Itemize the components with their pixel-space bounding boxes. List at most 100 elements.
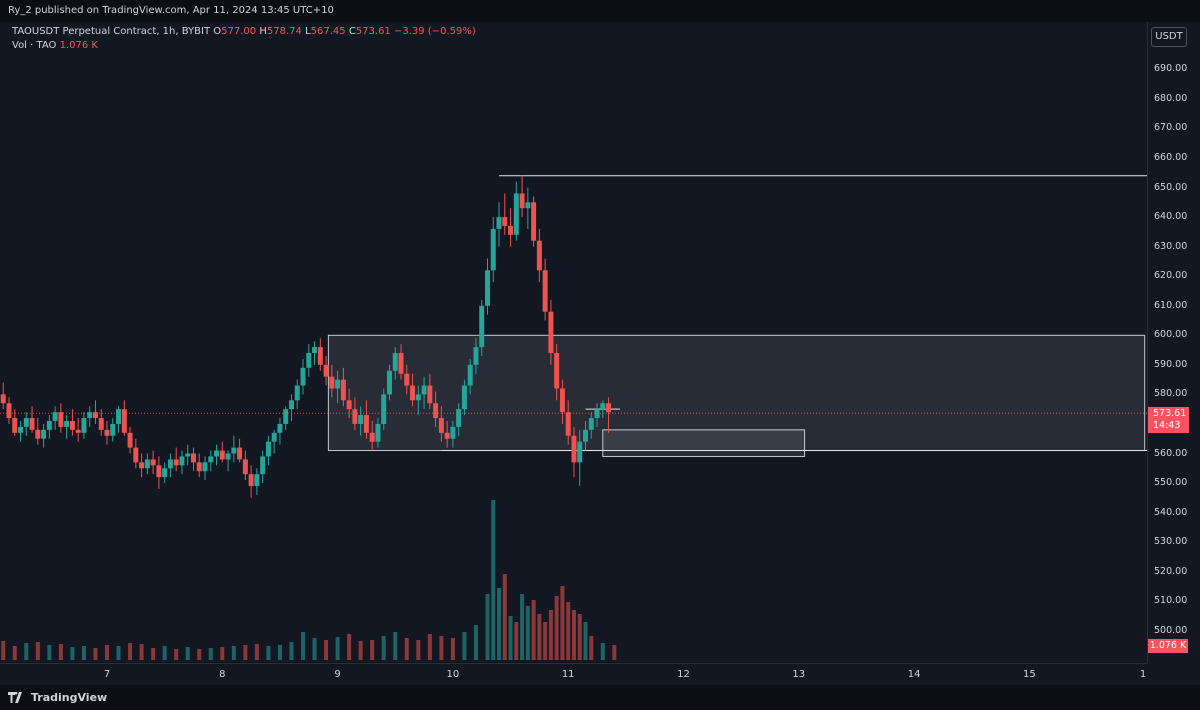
candle-body-102 <box>577 441 583 463</box>
candle-body-99 <box>559 388 565 413</box>
candle-body-98 <box>554 353 560 389</box>
volume-bar-3 <box>24 643 29 660</box>
candle-body-21 <box>110 423 116 436</box>
price-tick: 610.00 <box>1154 299 1188 311</box>
candle-body-65 <box>363 415 369 433</box>
price-tick: 600.00 <box>1154 329 1188 341</box>
candle-body-56 <box>312 347 318 354</box>
candle-body-31 <box>167 459 173 469</box>
chart-area[interactable]: TAOUSDT Perpetual Contract, 1h, BYBIT O 5… <box>0 22 1147 663</box>
time-tick: 9 <box>334 669 341 680</box>
symbol-title: TAOUSDT Perpetual Contract, 1h, BYBIT <box>12 26 211 37</box>
volume-bar-28 <box>312 638 317 660</box>
symbol-legend: TAOUSDT Perpetual Contract, 1h, BYBIT O 5… <box>12 26 476 37</box>
candle-body-25 <box>133 447 139 463</box>
candle-body-6 <box>23 418 29 427</box>
volume-bar-27 <box>301 632 306 660</box>
candle-body-97 <box>548 311 554 354</box>
volume-bar-61 <box>589 636 594 660</box>
candlestick-chart[interactable] <box>0 22 1147 663</box>
candle-body-89 <box>502 217 508 226</box>
volume-bar-57 <box>566 602 571 660</box>
candle-body-11 <box>52 412 58 421</box>
volume-bar-50 <box>525 606 530 660</box>
volume-bar-35 <box>393 632 398 660</box>
candle-body-19 <box>98 418 104 430</box>
publish-info: Ry_2 published on TradingView.com, Apr 1… <box>8 5 334 16</box>
volume-bar-34 <box>381 636 386 660</box>
volume-bar-14 <box>151 648 156 660</box>
candle-body-74 <box>415 394 421 401</box>
candle-body-60 <box>335 379 341 389</box>
volume-bar-41 <box>462 632 467 660</box>
price-tick: 670.00 <box>1154 122 1188 134</box>
candle-body-90 <box>508 225 514 235</box>
volume-bar-63 <box>612 645 617 660</box>
volume-bar-56 <box>560 586 565 660</box>
time-tick: 8 <box>219 669 226 680</box>
high-value: 578.74 <box>266 26 302 37</box>
tradingview-logo[interactable]: TradingView <box>8 691 107 704</box>
change-value: −3.39 (−0.59%) <box>393 26 476 37</box>
volume-bar-1 <box>1 641 6 660</box>
candle-body-41 <box>225 453 231 460</box>
volume-bar-24 <box>266 646 271 660</box>
volume-bar-33 <box>370 640 375 660</box>
candle-body-53 <box>294 385 300 401</box>
candle-body-62 <box>346 400 352 410</box>
candle-body-24 <box>127 432 133 448</box>
price-tick: 630.00 <box>1154 240 1188 252</box>
candle-body-2 <box>0 394 6 404</box>
candle-body-47 <box>260 456 266 475</box>
price-axis[interactable]: 690.00 680.00 670.00 660.00 650.00 640.00 630.… <box>1147 22 1200 663</box>
currency-button[interactable]: USDT <box>1151 27 1187 47</box>
low-value: 567.45 <box>310 26 346 37</box>
volume-bar-58 <box>571 610 576 660</box>
volume-bar-17 <box>185 647 190 660</box>
candle-body-81 <box>456 409 462 427</box>
volume-bar-46 <box>502 574 507 660</box>
candle-body-104 <box>588 418 594 430</box>
candle-body-86 <box>484 270 490 306</box>
last-price-label: 573.61 14:43 <box>1148 407 1189 433</box>
volume-bar-55 <box>554 596 559 660</box>
volume-bar-8 <box>81 646 86 660</box>
candle-body-23 <box>121 409 127 433</box>
time-tick: 10 <box>446 669 460 680</box>
candle-body-57 <box>317 347 323 365</box>
tradingview-logo-icon <box>8 692 22 703</box>
candle-body-38 <box>208 456 214 463</box>
volume-bar-23 <box>254 644 259 660</box>
publish-header: Ry_2 published on TradingView.com, Apr 1… <box>0 0 1200 22</box>
candle-body-36 <box>196 462 202 472</box>
candle-body-30 <box>162 468 168 478</box>
price-tick: 580.00 <box>1154 388 1188 400</box>
volume-bar-52 <box>537 614 542 660</box>
candle-body-28 <box>150 459 156 466</box>
candle-body-55 <box>306 353 312 368</box>
time-axis[interactable]: 7 8 9 10 11 12 13 14 15 1 <box>0 663 1147 686</box>
price-tick: 590.00 <box>1154 358 1188 370</box>
candle-body-26 <box>139 462 145 469</box>
volume-bar-36 <box>404 638 409 660</box>
candle-body-80 <box>450 426 456 439</box>
candle-body-17 <box>87 412 93 419</box>
candle-body-72 <box>404 373 410 386</box>
price-tick: 500.00 <box>1154 624 1188 636</box>
time-tick: 13 <box>792 669 806 680</box>
volume-bar-20 <box>220 647 225 660</box>
close-label: C <box>348 26 356 37</box>
volume-bar-49 <box>520 594 525 660</box>
open-label: O <box>213 26 222 37</box>
volume-bar-21 <box>231 646 236 660</box>
candle-body-51 <box>283 409 289 424</box>
candle-body-76 <box>427 385 433 404</box>
volume-bar-47 <box>508 616 513 660</box>
volume-bar-31 <box>347 634 352 660</box>
candle-body-35 <box>190 453 196 463</box>
volume-bar-26 <box>289 642 294 660</box>
price-tick: 540.00 <box>1154 506 1188 518</box>
time-tick: 14 <box>907 669 921 680</box>
volume-bar-53 <box>543 622 548 660</box>
volume-bar-45 <box>497 588 502 660</box>
